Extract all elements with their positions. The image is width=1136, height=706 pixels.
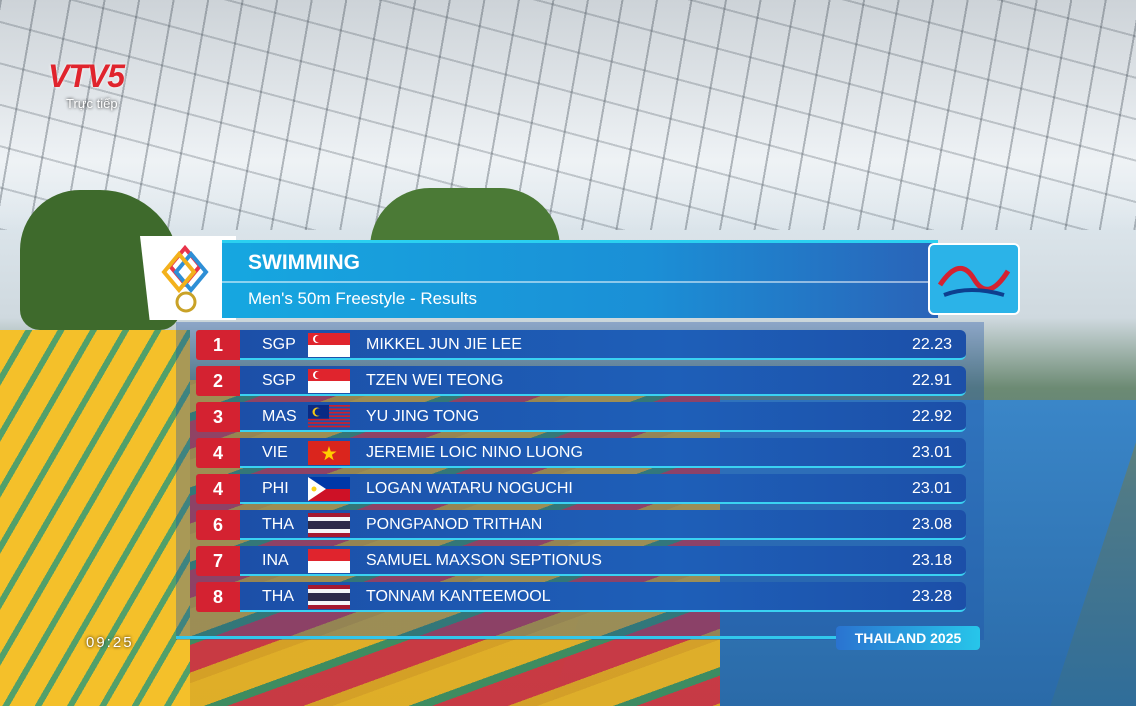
result-row: 6 THA PONGPANOD TRITHAN 23.08 bbox=[196, 510, 966, 540]
result-row: 4 VIE JEREMIE LOIC NINO LUONG 23.01 bbox=[196, 438, 966, 468]
result-row: 7 INA SAMUEL MAXSON SEPTIONUS 23.18 bbox=[196, 546, 966, 576]
flag bbox=[308, 369, 350, 393]
flag bbox=[308, 333, 350, 357]
emblem bbox=[161, 244, 209, 313]
result-row: 2 SGP TZEN WEI TEONG 22.91 bbox=[196, 366, 966, 396]
rank: 4 bbox=[196, 474, 240, 504]
result-row: 4 PHI LOGAN WATARU NOGUCHI 23.01 bbox=[196, 474, 966, 504]
result-time: 23.28 bbox=[911, 588, 952, 605]
result-row: 3 MAS YU JING TONG 22.92 bbox=[196, 402, 966, 432]
result-time: 22.92 bbox=[911, 408, 952, 425]
header-bar: SWIMMING Men's 50m Freestyle - Results bbox=[222, 240, 938, 318]
country-code: VIE bbox=[262, 444, 288, 461]
athlete-name: YU JING TONG bbox=[366, 408, 480, 425]
flag bbox=[308, 513, 350, 537]
rank: 7 bbox=[196, 546, 240, 576]
footer-line bbox=[176, 636, 836, 639]
live-status: Trực tiếp bbox=[66, 96, 118, 111]
event: Men's 50m Freestyle - Results bbox=[248, 289, 478, 308]
country-code: SGP bbox=[262, 336, 296, 353]
clock: 09:25 bbox=[86, 634, 134, 651]
trees bbox=[370, 188, 560, 248]
country-code: MAS bbox=[262, 408, 297, 425]
channel-logo: VTV5 bbox=[48, 58, 125, 94]
row-bar: PHI LOGAN WATARU NOGUCHI 23.01 bbox=[240, 474, 966, 504]
result-time: 23.08 bbox=[911, 516, 952, 533]
result-time: 22.23 bbox=[911, 336, 952, 353]
flag bbox=[308, 585, 350, 609]
country-code: THA bbox=[262, 588, 294, 605]
athlete-name: PONGPANOD TRITHAN bbox=[366, 516, 543, 533]
games-emblem bbox=[140, 236, 236, 320]
flag bbox=[308, 405, 350, 428]
result-time: 23.18 bbox=[911, 552, 952, 569]
rank: 8 bbox=[196, 582, 240, 612]
athlete-name: MIKKEL JUN JIE LEE bbox=[366, 336, 522, 353]
row-bar: SGP TZEN WEI TEONG 22.91 bbox=[240, 366, 966, 396]
country-code: THA bbox=[262, 516, 294, 533]
result-row: 1 SGP MIKKEL JUN JIE LEE 22.23 bbox=[196, 330, 966, 360]
result-time: 23.01 bbox=[911, 480, 952, 497]
country-code: PHI bbox=[262, 480, 289, 497]
roof bbox=[0, 0, 1136, 230]
divider bbox=[222, 281, 938, 283]
result-time: 23.01 bbox=[911, 444, 952, 461]
result-time: 22.91 bbox=[911, 372, 952, 389]
athlete-name: LOGAN WATARU NOGUCHI bbox=[366, 480, 573, 497]
logo-art bbox=[937, 266, 1011, 297]
games-label: THAILAND 2025 bbox=[836, 626, 980, 650]
rank: 1 bbox=[196, 330, 240, 360]
row-bar: INA SAMUEL MAXSON SEPTIONUS 23.18 bbox=[240, 546, 966, 576]
row-bar: THA PONGPANOD TRITHAN 23.08 bbox=[240, 510, 966, 540]
row-bar: VIE JEREMIE LOIC NINO LUONG 23.01 bbox=[240, 438, 966, 468]
row-bar: SGP MIKKEL JUN JIE LEE 22.23 bbox=[240, 330, 966, 360]
flag bbox=[308, 441, 350, 465]
row-bar: MAS YU JING TONG 22.92 bbox=[240, 402, 966, 432]
rank: 2 bbox=[196, 366, 240, 396]
result-row: 8 THA TONNAM KANTEEMOOL 23.28 bbox=[196, 582, 966, 612]
athlete-name: JEREMIE LOIC NINO LUONG bbox=[366, 444, 583, 461]
country-code: SGP bbox=[262, 372, 296, 389]
athlete-name: SAMUEL MAXSON SEPTIONUS bbox=[366, 552, 602, 569]
flag bbox=[308, 477, 350, 501]
sport: SWIMMING bbox=[248, 251, 360, 274]
athlete-name: TZEN WEI TEONG bbox=[366, 372, 504, 389]
row-bar: THA TONNAM KANTEEMOOL 23.28 bbox=[240, 582, 966, 612]
rank: 4 bbox=[196, 438, 240, 468]
stands bbox=[0, 330, 190, 706]
country-code: INA bbox=[262, 552, 289, 569]
flag bbox=[308, 549, 350, 573]
rank: 6 bbox=[196, 510, 240, 540]
rank: 3 bbox=[196, 402, 240, 432]
mascot-logo bbox=[928, 243, 1020, 315]
athlete-name: TONNAM KANTEEMOOL bbox=[366, 588, 551, 605]
